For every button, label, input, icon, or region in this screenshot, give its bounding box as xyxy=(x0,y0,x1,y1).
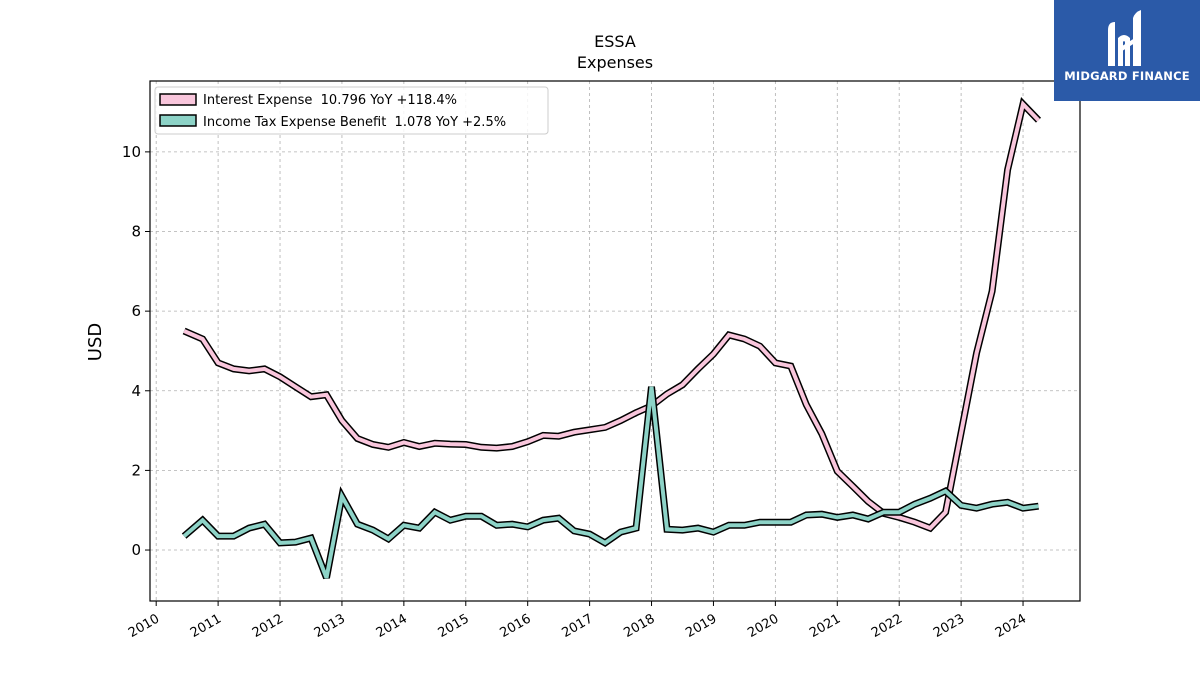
x-tick-label: 2012 xyxy=(250,611,286,641)
x-tick-label: 2022 xyxy=(869,611,905,641)
x-tick-label: 2018 xyxy=(621,611,657,641)
axis-ticks: 2010 2011 2012 2013 2014 2015 2016 2017 2018 2019… xyxy=(122,143,1029,641)
legend-swatch-interest-expense xyxy=(159,93,197,106)
chart-subtitle: Expenses xyxy=(577,53,653,72)
plot-frame xyxy=(149,80,1081,602)
x-tick-label: 2017 xyxy=(559,611,595,641)
chart-title: ESSA xyxy=(594,32,636,51)
grid xyxy=(150,81,1080,601)
legend: Interest Expense 10.796 YoY +118.4% Inco… xyxy=(154,86,549,135)
x-tick-label: 2020 xyxy=(745,611,781,641)
legend-box xyxy=(154,86,549,135)
x-tick-label: 2016 xyxy=(498,611,534,641)
y-tick-label: 4 xyxy=(131,382,141,400)
legend-label-income-tax-expense-benefit: Income Tax Expense Benefit 1.078 YoY +2.… xyxy=(203,115,506,130)
logo: MIDGARD FINANCE xyxy=(1054,0,1200,101)
stylized-m-logo-icon xyxy=(1108,10,1141,66)
x-tick-label: 2010 xyxy=(126,611,162,641)
series-outline-income-tax-expense-benefit xyxy=(181,386,1039,580)
y-axis-label: USD xyxy=(85,323,106,361)
x-tick-label: 2015 xyxy=(436,611,472,641)
x-tick-label: 2013 xyxy=(312,611,348,641)
x-tick-label: 2011 xyxy=(188,611,224,641)
y-tick-label: 8 xyxy=(131,223,141,241)
series-line-income-tax-expense-benefit xyxy=(182,386,1039,579)
y-tick-label: 10 xyxy=(122,143,141,161)
series-outline-interest-expense xyxy=(182,97,1042,533)
x-tick-label: 2014 xyxy=(374,611,410,641)
legend-label-interest-expense: Interest Expense 10.796 YoY +118.4% xyxy=(203,93,457,108)
x-tick-label: 2023 xyxy=(931,611,967,641)
legend-swatch-income-tax-expense-benefit xyxy=(159,114,197,127)
y-tick-label: 6 xyxy=(131,302,141,320)
y-tick-label: 0 xyxy=(131,541,141,559)
x-tick-label: 2024 xyxy=(993,611,1029,641)
series-line-interest-expense xyxy=(183,100,1040,531)
y-tick-label: 2 xyxy=(131,461,141,479)
x-tick-label: 2021 xyxy=(807,611,843,641)
logo-text: MIDGARD FINANCE xyxy=(1064,69,1190,83)
plot-lines xyxy=(181,97,1042,580)
x-tick-label: 2019 xyxy=(683,611,719,641)
